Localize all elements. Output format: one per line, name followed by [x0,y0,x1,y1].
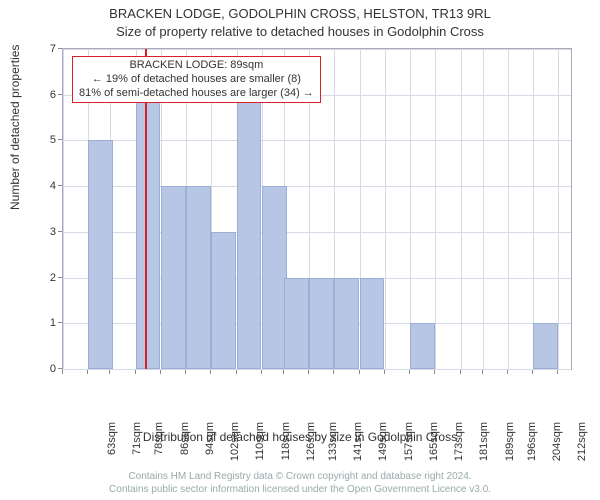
x-tick-label: 63sqm [106,422,118,468]
y-tick-mark [58,139,62,140]
x-tick-mark [109,370,110,374]
y-tick-label: 0 [36,363,56,375]
x-tick-mark [308,370,309,374]
x-tick-label: 110sqm [254,422,266,468]
histogram-bar [186,186,211,369]
x-tick-label: 157sqm [403,422,415,468]
y-tick-mark [58,94,62,95]
annotation-line-1: BRACKEN LODGE: 89sqm [79,59,314,73]
grid-line-h [63,369,571,370]
grid-line-v [533,49,534,369]
grid-line-v [483,49,484,369]
grid-line-v [385,49,386,369]
y-tick-label: 4 [36,180,56,192]
x-tick-label: 86sqm [179,422,191,468]
x-tick-label: 204sqm [551,422,563,468]
histogram-bar [334,278,359,369]
y-tick-label: 5 [36,134,56,146]
histogram-bar [161,186,186,369]
marker-annotation-box: BRACKEN LODGE: 89sqm ← 19% of detached h… [72,56,321,103]
y-tick-mark [58,368,62,369]
histogram-bar [410,323,435,369]
y-tick-label: 7 [36,43,56,55]
x-tick-label: 189sqm [504,422,516,468]
grid-line-h [63,49,571,50]
x-tick-label: 212sqm [576,422,588,468]
y-tick-mark [58,322,62,323]
histogram-bar [309,278,334,369]
x-tick-label: 173sqm [453,422,465,468]
histogram-bar [262,186,287,369]
x-tick-mark [135,370,136,374]
x-tick-mark [409,370,410,374]
x-tick-label: 165sqm [428,422,440,468]
x-tick-mark [62,370,63,374]
x-tick-mark [460,370,461,374]
annotation-line-3: 81% of semi-detached houses are larger (… [79,87,314,101]
footer-line-2: Contains public sector information licen… [0,484,600,497]
x-tick-label: 133sqm [327,422,339,468]
x-tick-label: 196sqm [526,422,538,468]
y-tick-mark [58,48,62,49]
x-tick-label: 181sqm [478,422,490,468]
histogram-bar [211,232,236,369]
histogram-bar [136,95,161,369]
y-axis-label: Number of detached properties [8,45,22,210]
chart-title-sub: Size of property relative to detached ho… [0,24,600,39]
y-tick-mark [58,277,62,278]
x-tick-mark [261,370,262,374]
x-tick-mark [185,370,186,374]
x-tick-label: 149sqm [377,422,389,468]
x-tick-mark [87,370,88,374]
y-tick-mark [58,231,62,232]
x-tick-mark [384,370,385,374]
x-tick-mark [210,370,211,374]
x-tick-label: 118sqm [280,422,292,468]
y-tick-label: 6 [36,89,56,101]
x-tick-label: 94sqm [204,422,216,468]
x-tick-label: 71sqm [131,422,143,468]
x-tick-label: 102sqm [229,422,241,468]
grid-line-v [435,49,436,369]
x-tick-mark [532,370,533,374]
grid-line-v [461,49,462,369]
x-tick-mark [160,370,161,374]
x-tick-label: 78sqm [153,422,165,468]
x-tick-label: 141sqm [352,422,364,468]
footer-line-1: Contains HM Land Registry data © Crown c… [0,471,600,484]
y-tick-label: 2 [36,272,56,284]
x-tick-mark [283,370,284,374]
y-tick-label: 3 [36,226,56,238]
chart-footer: Contains HM Land Registry data © Crown c… [0,471,600,496]
chart-title-main: BRACKEN LODGE, GODOLPHIN CROSS, HELSTON,… [0,6,600,21]
histogram-bar [237,95,262,369]
grid-line-v [508,49,509,369]
y-tick-mark [58,185,62,186]
grid-line-v [558,49,559,369]
x-tick-mark [236,370,237,374]
histogram-bar [88,140,113,369]
histogram-bar [284,278,309,369]
x-tick-mark [557,370,558,374]
histogram-bar [533,323,558,369]
x-tick-mark [359,370,360,374]
x-tick-mark [482,370,483,374]
annotation-line-2: ← 19% of detached houses are smaller (8) [79,73,314,87]
x-tick-mark [333,370,334,374]
histogram-bar [360,278,385,369]
y-tick-label: 1 [36,317,56,329]
x-tick-label: 126sqm [305,422,317,468]
x-tick-mark [507,370,508,374]
grid-line-v [410,49,411,369]
grid-line-v [63,49,64,369]
x-tick-mark [434,370,435,374]
